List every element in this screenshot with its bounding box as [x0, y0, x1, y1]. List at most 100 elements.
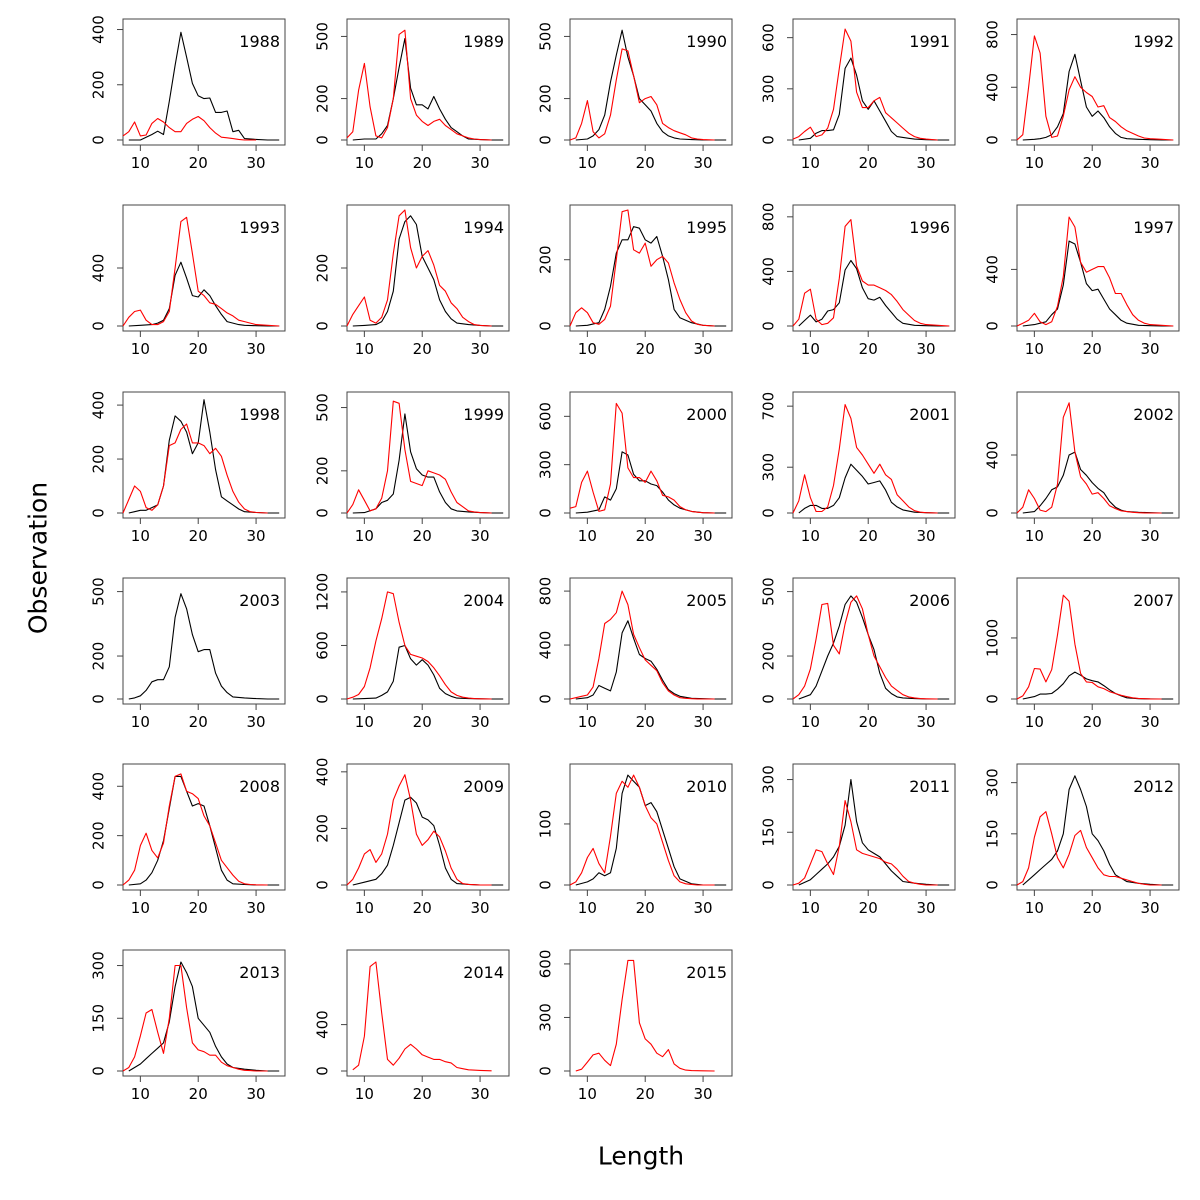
x-tick-label: 20 — [1083, 713, 1102, 731]
panel-frame — [569, 391, 733, 519]
red-series-line — [1016, 402, 1162, 514]
black-series-line — [352, 796, 504, 886]
panel-1992: 10 20 30 0 400 800 1992 — [984, 18, 1180, 172]
x-tick-label: 10 — [131, 154, 150, 172]
y-tick-label: 600 — [760, 23, 778, 52]
panel-frame — [122, 763, 286, 891]
y-tick-label: 400 — [90, 254, 108, 283]
y-tick-label: 0 — [537, 321, 555, 331]
black-series-line — [575, 226, 727, 327]
panel-2014: 10 20 30 0 400 2014 — [314, 949, 510, 1103]
x-tick-label: 10 — [578, 154, 597, 172]
panel-2010: 10 20 30 0 100 2010 — [537, 763, 733, 917]
x-tick-label: 30 — [1141, 527, 1160, 545]
panel-frame — [346, 949, 510, 1077]
y-tick-label: 0 — [537, 880, 555, 890]
panel-frame — [792, 204, 956, 332]
x-tick-label: 20 — [1083, 340, 1102, 358]
panel-frame — [1016, 18, 1180, 146]
black-series-line — [575, 620, 727, 700]
x-tick-label: 20 — [413, 527, 432, 545]
panel-year-label: 1993 — [239, 218, 280, 237]
y-tick-label: 400 — [314, 1010, 332, 1039]
x-tick-label: 30 — [694, 713, 713, 731]
y-tick-label: 200 — [314, 84, 332, 113]
panel-frame — [569, 18, 733, 146]
black-series-line — [128, 261, 280, 327]
x-tick-label: 20 — [1083, 154, 1102, 172]
y-tick-label: 0 — [314, 694, 332, 704]
x-tick-label: 30 — [917, 527, 936, 545]
x-tick-label: 20 — [859, 899, 878, 917]
panel-frame — [122, 391, 286, 519]
black-series-line — [1022, 671, 1174, 700]
x-tick-label: 10 — [355, 1085, 374, 1103]
black-series-line — [798, 57, 950, 141]
y-tick-label: 600 — [314, 631, 332, 660]
red-series-line — [346, 209, 492, 327]
panel-year-label: 2001 — [909, 405, 950, 424]
y-tick-label: 150 — [760, 818, 778, 847]
panel-year-label: 2014 — [463, 963, 504, 982]
y-tick-label: 0 — [90, 321, 108, 331]
y-tick-label: 200 — [760, 642, 778, 671]
panel-frame — [1016, 204, 1180, 332]
panel-frame — [792, 18, 956, 146]
red-series-line — [122, 216, 280, 327]
y-tick-label: 0 — [90, 694, 108, 704]
x-tick-label: 10 — [801, 340, 820, 358]
panel-frame — [122, 949, 286, 1077]
x-tick-label: 30 — [247, 1085, 266, 1103]
panel-frame — [1016, 577, 1180, 705]
black-series-line — [128, 399, 280, 514]
y-tick-label: 0 — [984, 135, 1002, 145]
y-tick-label: 0 — [537, 135, 555, 145]
panel-frame — [122, 577, 286, 705]
panel-year-label: 1994 — [463, 218, 504, 237]
x-tick-label: 10 — [801, 527, 820, 545]
x-tick-label: 20 — [189, 1085, 208, 1103]
panel-year-label: 2005 — [686, 591, 727, 610]
x-tick-label: 10 — [578, 713, 597, 731]
x-tick-label: 30 — [247, 713, 266, 731]
panel-year-label: 2010 — [686, 777, 727, 796]
panel-1995: 10 20 30 0 200 1995 — [537, 204, 733, 358]
y-tick-label: 0 — [314, 508, 332, 518]
x-tick-label: 20 — [413, 1085, 432, 1103]
x-tick-label: 20 — [636, 899, 655, 917]
panel-1993: 10 20 30 0 400 1993 — [90, 204, 286, 358]
y-tick-label: 400 — [984, 255, 1002, 284]
black-series-line — [575, 29, 727, 141]
panel-year-label: 2008 — [239, 777, 280, 796]
x-tick-label: 30 — [471, 154, 490, 172]
y-tick-label: 400 — [90, 15, 108, 44]
x-tick-label: 10 — [355, 899, 374, 917]
red-series-line — [792, 28, 938, 141]
panel-frame — [792, 391, 956, 519]
red-series-line — [1016, 35, 1174, 141]
y-tick-label: 300 — [537, 1003, 555, 1032]
black-series-line — [1022, 775, 1174, 886]
x-tick-label: 10 — [578, 899, 597, 917]
panel-frame — [346, 577, 510, 705]
panel-frame — [569, 949, 733, 1077]
y-tick-label: 0 — [537, 1066, 555, 1076]
black-series-line — [352, 413, 504, 514]
panel-frame — [346, 391, 510, 519]
black-series-line — [798, 595, 950, 700]
panel-1996: 10 20 30 0 400 800 1996 — [760, 203, 956, 358]
panel-frame — [569, 204, 733, 332]
red-series-line — [352, 961, 492, 1072]
y-tick-label: 400 — [984, 441, 1002, 470]
x-tick-label: 20 — [413, 899, 432, 917]
panel-year-label: 2012 — [1133, 777, 1174, 796]
y-tick-label: 200 — [537, 84, 555, 113]
y-tick-label: 100 — [537, 810, 555, 839]
x-tick-label: 30 — [1141, 713, 1160, 731]
y-tick-label: 0 — [760, 880, 778, 890]
x-tick-label: 10 — [131, 527, 150, 545]
x-tick-label: 30 — [471, 713, 490, 731]
x-tick-label: 10 — [355, 527, 374, 545]
x-tick-label: 20 — [636, 1085, 655, 1103]
